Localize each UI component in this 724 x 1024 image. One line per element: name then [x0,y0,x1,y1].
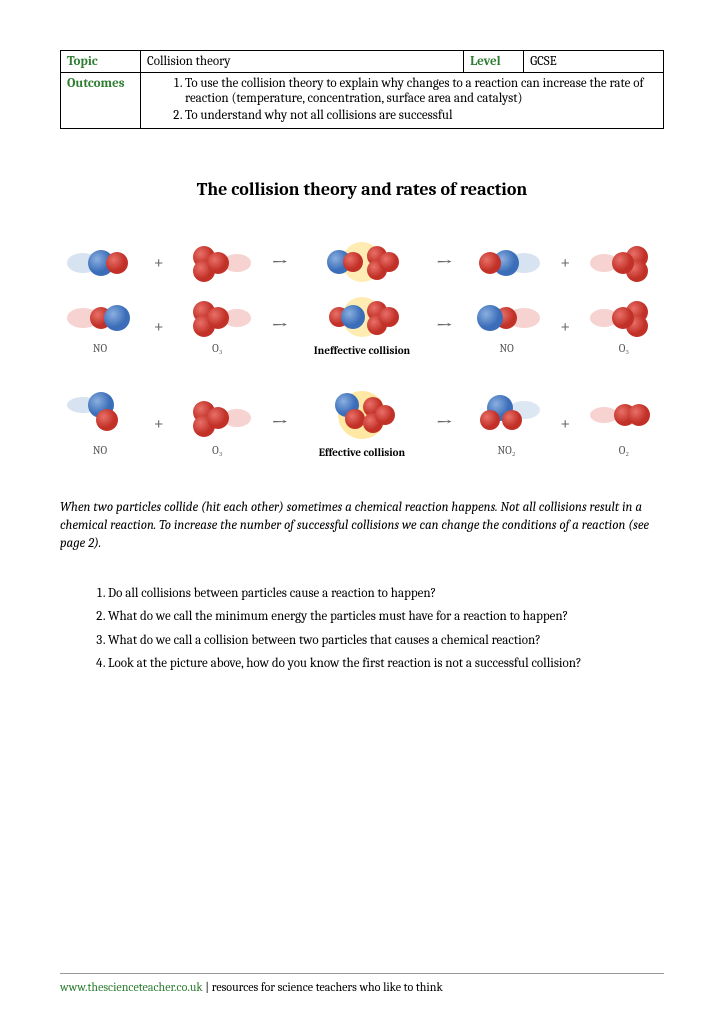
label-NO2: NO₂ [498,444,516,457]
outcome-item: To use the collision theory to explain w… [185,76,657,106]
header-table: Topic Collision theory Level GCSE Outcom… [60,50,664,129]
questions-list: Do all collisions between particles caus… [60,584,664,674]
question-item: Do all collisions between particles caus… [108,584,664,604]
o3-molecule-icon [182,298,252,338]
collision-icon [307,295,417,340]
arrow-icon: → [271,410,288,436]
no-molecule-icon [65,298,135,338]
molecule-O3 [177,243,257,283]
collision-diagram: + → → [60,240,664,459]
footer-text: | resources for science teachers who lik… [203,980,443,994]
label-O3: O₃ [619,342,629,355]
diagram-row-2: NO + O₃ → Ineffective collision → [60,295,664,357]
label-O3: O₃ [212,444,222,457]
topic-value: Collision theory [141,51,464,73]
molecule-O3: O₃ [177,390,257,457]
label-ineffective: Ineffective collision [314,344,410,357]
arrow-icon: → [436,410,453,436]
label-NO: NO [93,342,107,355]
collision-ineffective [302,240,422,285]
question-item: Look at the picture above, how do you kn… [108,654,664,674]
plus-icon: + [560,252,570,273]
label-O2: O₂ [619,444,629,457]
molecule-O3: O₃ [584,298,664,355]
collision-icon [307,387,417,442]
collision-icon [307,240,417,285]
topic-label: Topic [61,51,141,73]
collision-effective: Effective collision [302,387,422,459]
label-O3: O₃ [212,342,222,355]
page-footer: www.thescienceteacher.co.uk | resources … [60,973,664,994]
page-title: The collision theory and rates of reacti… [60,179,664,200]
no-molecule-icon [472,243,542,283]
molecule-NO [60,243,140,283]
o3-molecule-icon [589,298,659,338]
arrow-icon: → [271,313,288,339]
no-molecule-icon [65,243,135,283]
question-item: What do we call a collision between two … [108,631,664,651]
plus-icon: + [154,252,164,273]
arrow-icon: → [436,250,453,276]
diagram-row-1: + → → [60,240,664,285]
intro-text: When two particles collide (hit each oth… [60,499,664,554]
o2-molecule-icon [589,390,659,440]
level-label: Level [464,51,524,73]
outcomes-label: Outcomes [61,73,141,129]
level-value: GCSE [524,51,664,73]
diagram-row-3: NO + O₃ → Effective collision → [60,387,664,459]
outcomes-cell: To use the collision theory to explain w… [141,73,664,129]
outcome-item: To understand why not all collisions are… [185,108,657,123]
no-molecule-icon [472,298,542,338]
footer-link[interactable]: www.thescienceteacher.co.uk [60,980,203,994]
plus-icon: + [560,316,570,337]
molecule-NO [467,243,547,283]
molecule-NO2: NO₂ [467,390,547,457]
molecule-NO: NO [467,298,547,355]
plus-icon: + [154,316,164,337]
molecule-NO: NO [60,298,140,355]
o3-molecule-icon [589,243,659,283]
label-NO: NO [499,342,513,355]
collision-ineffective: Ineffective collision [302,295,422,357]
question-item: What do we call the minimum energy the p… [108,607,664,627]
no2-molecule-icon [472,390,542,440]
arrow-icon: → [271,250,288,276]
label-NO: NO [93,444,107,457]
molecule-NO: NO [60,390,140,457]
no-molecule-icon [65,390,135,440]
o3-molecule-icon [182,243,252,283]
molecule-O3 [584,243,664,283]
label-effective: Effective collision [319,446,405,459]
molecule-O3: O₃ [177,298,257,355]
plus-icon: + [154,413,164,434]
molecule-O2: O₂ [584,390,664,457]
plus-icon: + [560,413,570,434]
o3-molecule-icon [182,390,252,440]
arrow-icon: → [436,313,453,339]
